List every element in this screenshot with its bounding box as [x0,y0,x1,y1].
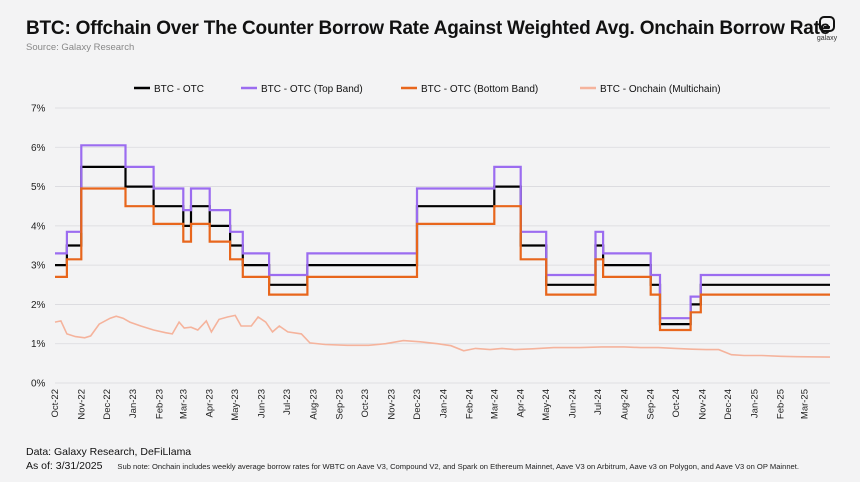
x-tick-label: Oct-22 [50,389,61,418]
series-line-btc-otc [55,165,830,326]
x-tick-label: Dec-22 [102,389,113,420]
y-tick-label: 6% [31,143,46,154]
x-tick-label: Aug-24 [619,389,630,420]
x-tick-label: Jul-23 [282,389,293,415]
chart-title: BTC: Offchain Over The Counter Borrow Ra… [26,18,831,39]
x-tick-label: Sep-24 [646,389,657,420]
x-tick-label: Apr-24 [516,389,527,418]
sub-note: Sub note: Onchain includes weekly averag… [117,462,799,471]
x-tick-label: Jun-23 [256,389,267,418]
legend-label: BTC - Onchain (Multichain) [600,84,721,95]
x-tick-label: Mar-24 [489,389,500,419]
x-tick-label: Jan-23 [128,389,139,418]
x-tick-label: Sep-23 [335,389,346,420]
x-tick-label: Mar-23 [178,389,189,419]
y-tick-label: 0% [31,379,46,390]
x-tick-label: Nov-24 [698,389,709,420]
x-tick-label: Aug-23 [308,389,319,420]
x-tick-label: Nov-23 [387,389,398,420]
chart-source: Source: Galaxy Research [26,42,135,53]
x-tick-label: Dec-24 [723,389,734,420]
x-tick-label: Jan-24 [438,389,449,418]
y-tick-label: 5% [31,182,46,193]
x-tick-label: Oct-23 [360,389,371,418]
y-tick-label: 2% [31,300,46,311]
series-line-btc-otc-top-band [55,144,830,320]
series-line-btc-otc-bottom-band [55,187,830,332]
x-tick-label: Dec-23 [412,389,423,420]
galaxy-logo: galaxy [812,16,842,50]
y-tick-label: 3% [31,261,46,272]
galaxy-logo-icon [819,16,835,32]
x-tick-label: Feb-23 [155,389,166,419]
x-tick-label: Jun-24 [568,389,579,418]
as-of-footer: As of: 3/31/2025 Sub note: Onchain inclu… [26,460,799,472]
x-tick-label: Jan-25 [749,389,760,418]
y-tick-label: 4% [31,221,46,232]
legend-label: BTC - OTC (Bottom Band) [421,84,538,95]
y-tick-label: 7% [31,104,46,115]
x-tick-label: Oct-24 [671,389,682,418]
legend-label: BTC - OTC (Top Band) [261,84,363,95]
x-tick-label: Jul-24 [593,389,604,415]
x-tick-label: May-23 [230,389,241,421]
series-line-btc-onchain-multichain [54,314,831,358]
y-tick-label: 1% [31,339,46,350]
logo-text: galaxy [816,35,838,42]
x-tick-label: Nov-22 [76,389,87,420]
as-of-date: As of: 3/31/2025 [26,460,103,472]
x-tick-label: Mar-25 [800,389,811,419]
x-tick-label: Apr-23 [205,389,216,418]
x-tick-label: May-24 [541,389,552,421]
data-source-footer: Data: Galaxy Research, DeFiLlama [26,446,192,458]
x-tick-label: Feb-24 [465,389,476,419]
legend-label: BTC - OTC [154,84,204,95]
x-tick-label: Feb-25 [776,389,787,419]
